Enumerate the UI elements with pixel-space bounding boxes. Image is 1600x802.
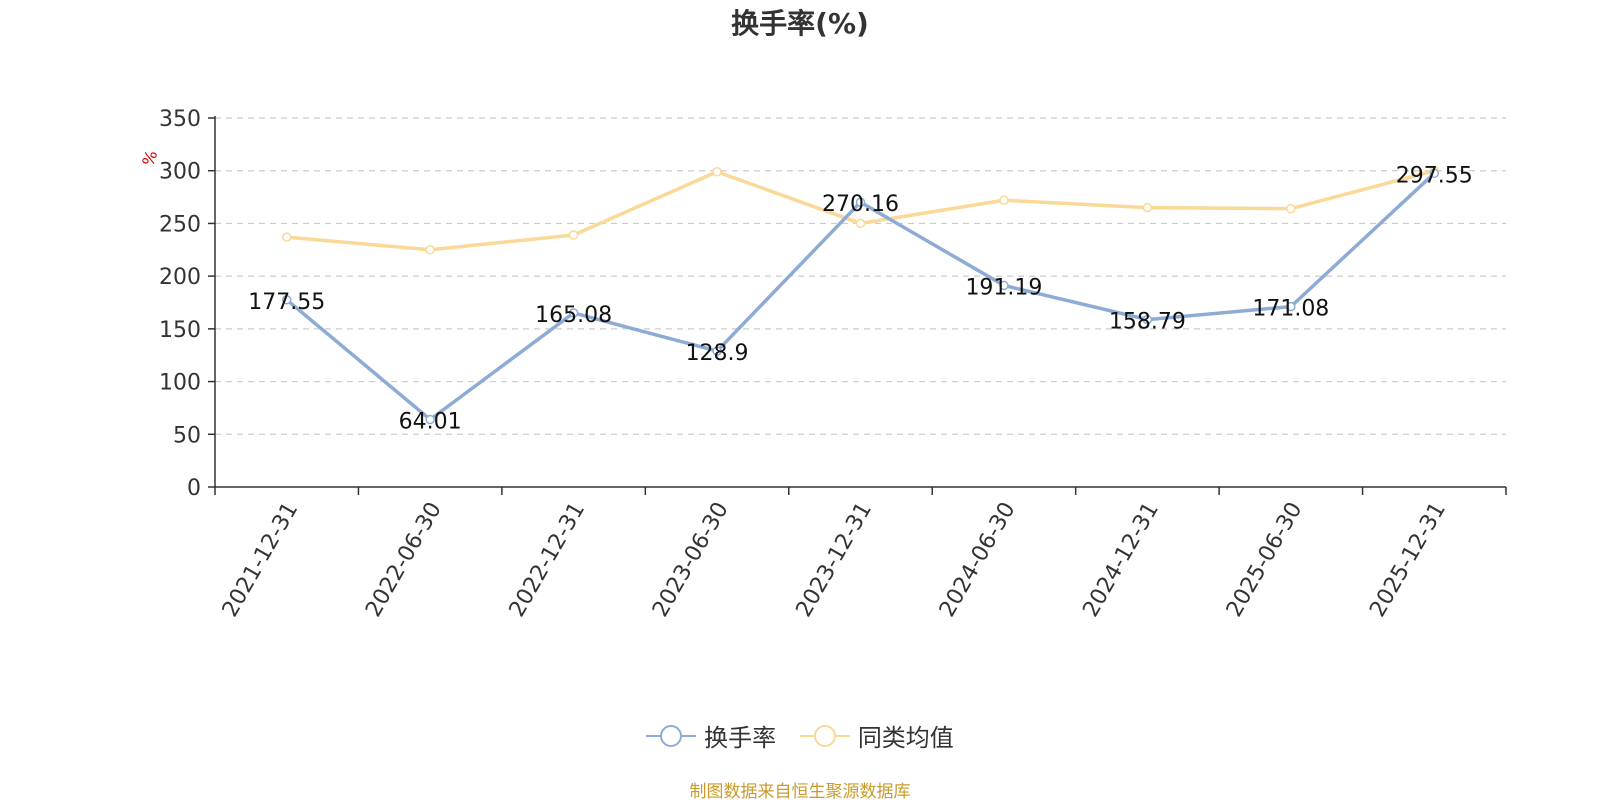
y-tick-label: 250 — [159, 212, 201, 237]
data-label: 191.19 — [965, 275, 1042, 300]
axes — [214, 116, 1506, 488]
data-label: 165.08 — [535, 303, 612, 328]
data-point — [855, 197, 866, 207]
y-tick-label: 300 — [159, 160, 201, 185]
x-tick-label: 2023-12-31 — [792, 498, 878, 621]
data-point — [1142, 314, 1153, 325]
data-label: 171.08 — [1252, 297, 1329, 322]
x-tick-label: 2024-06-30 — [935, 498, 1021, 621]
line-chart: 0 50 100 150 200 250 300 350 2021-12-31 2022-06-… — [138, 107, 1507, 621]
data-point — [425, 245, 435, 255]
legend-item-peer-average[interactable]: 同类均值 — [799, 718, 954, 753]
data-point — [1142, 202, 1153, 213]
x-tick-label: 2025-06-30 — [1222, 498, 1308, 621]
data-label: 128.9 — [686, 341, 749, 366]
y-tick-label: 50 — [173, 423, 201, 448]
y-tick-label: 100 — [159, 371, 201, 396]
data-point — [999, 280, 1009, 291]
y-tick-label: 200 — [159, 265, 201, 290]
y-tick-label: 0 — [187, 476, 201, 501]
x-tick-label: 2023-06-30 — [648, 498, 734, 621]
legend-item-turnover[interactable]: 换手率 — [646, 718, 776, 753]
legend: 换手率 同类均值 — [0, 718, 1600, 756]
series-group — [281, 165, 1440, 425]
data-point — [568, 308, 579, 318]
x-tick-label: 2024-12-31 — [1078, 498, 1164, 621]
legend-label-turnover: 换手率 — [704, 724, 777, 752]
y-axis-ticks: 0 50 100 150 200 250 300 350 — [159, 107, 215, 501]
data-labels: 177.55 64.01 165.08 128.9 270.16 191.19 158.79… — [248, 163, 1473, 434]
data-point — [712, 346, 722, 356]
data-point — [425, 414, 435, 425]
data-point — [712, 167, 722, 177]
legend-label-peer-average: 同类均值 — [857, 724, 954, 752]
legend-line-circle-icon — [646, 724, 697, 747]
x-axis-ticks: 2021-12-31 2022-06-30 2022-12-31 2023-06-30… — [214, 487, 1507, 621]
data-label: 177.55 — [248, 290, 325, 315]
chart-title: 换手率(%) — [731, 7, 869, 40]
data-point — [1429, 168, 1440, 179]
data-point — [1286, 301, 1296, 312]
data-point — [999, 195, 1009, 205]
y-tick-label: 150 — [159, 318, 201, 343]
data-label: 297.55 — [1396, 163, 1473, 188]
data-point — [281, 295, 292, 305]
data-point — [855, 218, 866, 229]
data-point — [568, 230, 579, 240]
x-tick-label: 2025-12-31 — [1365, 498, 1451, 621]
data-label: 158.79 — [1109, 310, 1186, 335]
data-point — [281, 232, 292, 242]
y-tick-label: 350 — [159, 107, 201, 132]
x-tick-label: 2021-12-31 — [218, 498, 304, 621]
legend-line-circle-icon — [799, 724, 850, 747]
source-note: 制图数据来自恒生聚源数据库 — [689, 782, 911, 802]
data-point — [1286, 203, 1296, 214]
x-tick-label: 2022-12-31 — [505, 498, 591, 621]
grid-lines — [215, 117, 1506, 435]
x-tick-label: 2022-06-30 — [361, 498, 447, 621]
data-label: 64.01 — [399, 410, 462, 435]
y-axis-label: % — [138, 148, 161, 169]
data-label: 270.16 — [822, 192, 899, 217]
